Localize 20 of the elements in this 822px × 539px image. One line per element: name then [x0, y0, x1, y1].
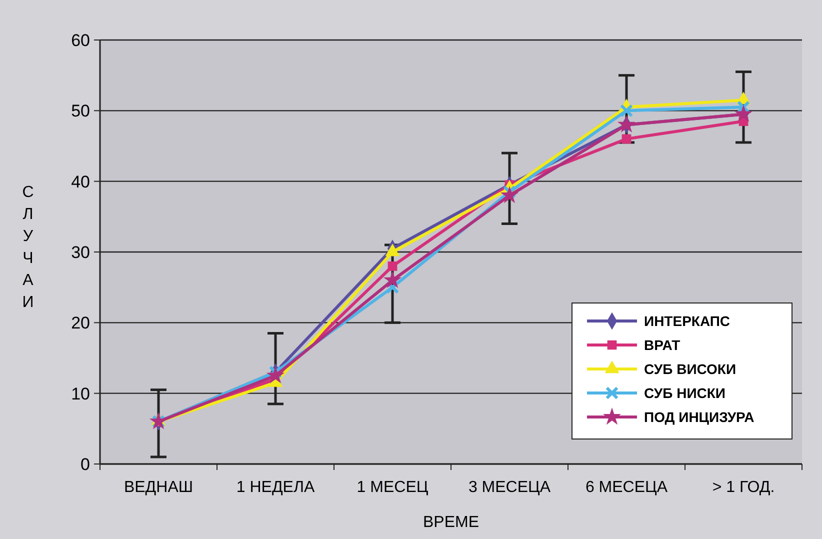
y-tick-label: 40 — [71, 172, 90, 192]
y-tick-label: 30 — [71, 242, 90, 262]
y-tick-label: 20 — [71, 314, 90, 333]
y-tick-label: 10 — [71, 384, 90, 404]
legend-label: ПОД ИНЦИЗУРА — [644, 408, 754, 425]
x-tick-label: 1 НЕДЕЛА — [236, 479, 315, 496]
y-axis-title: СЛУЧАИ — [22, 184, 34, 311]
x-axis-title: ВРЕМЕ — [422, 514, 480, 531]
legend-label: ВРАТ — [644, 336, 681, 353]
x-tick-label: 3 МЕСЕЦА — [468, 479, 551, 496]
x-tick-label: > 1 ГОД. — [712, 479, 775, 496]
legend-label: СУБ НИСКИ — [644, 384, 726, 401]
y-tick-label: 50 — [71, 102, 90, 121]
y-tick-label: 0 — [80, 454, 90, 474]
legend-label: СУБ ВИСОКИ — [644, 360, 736, 377]
x-tick-label: 1 МЕСЕЦ — [356, 479, 428, 496]
y-tick-label: 60 — [71, 30, 90, 50]
x-tick-label: 6 МЕСЕЦА — [585, 479, 668, 496]
legend-label: ИНТЕРКАПС — [644, 312, 730, 329]
x-tick-label: ВЕДНАШ — [124, 479, 194, 496]
